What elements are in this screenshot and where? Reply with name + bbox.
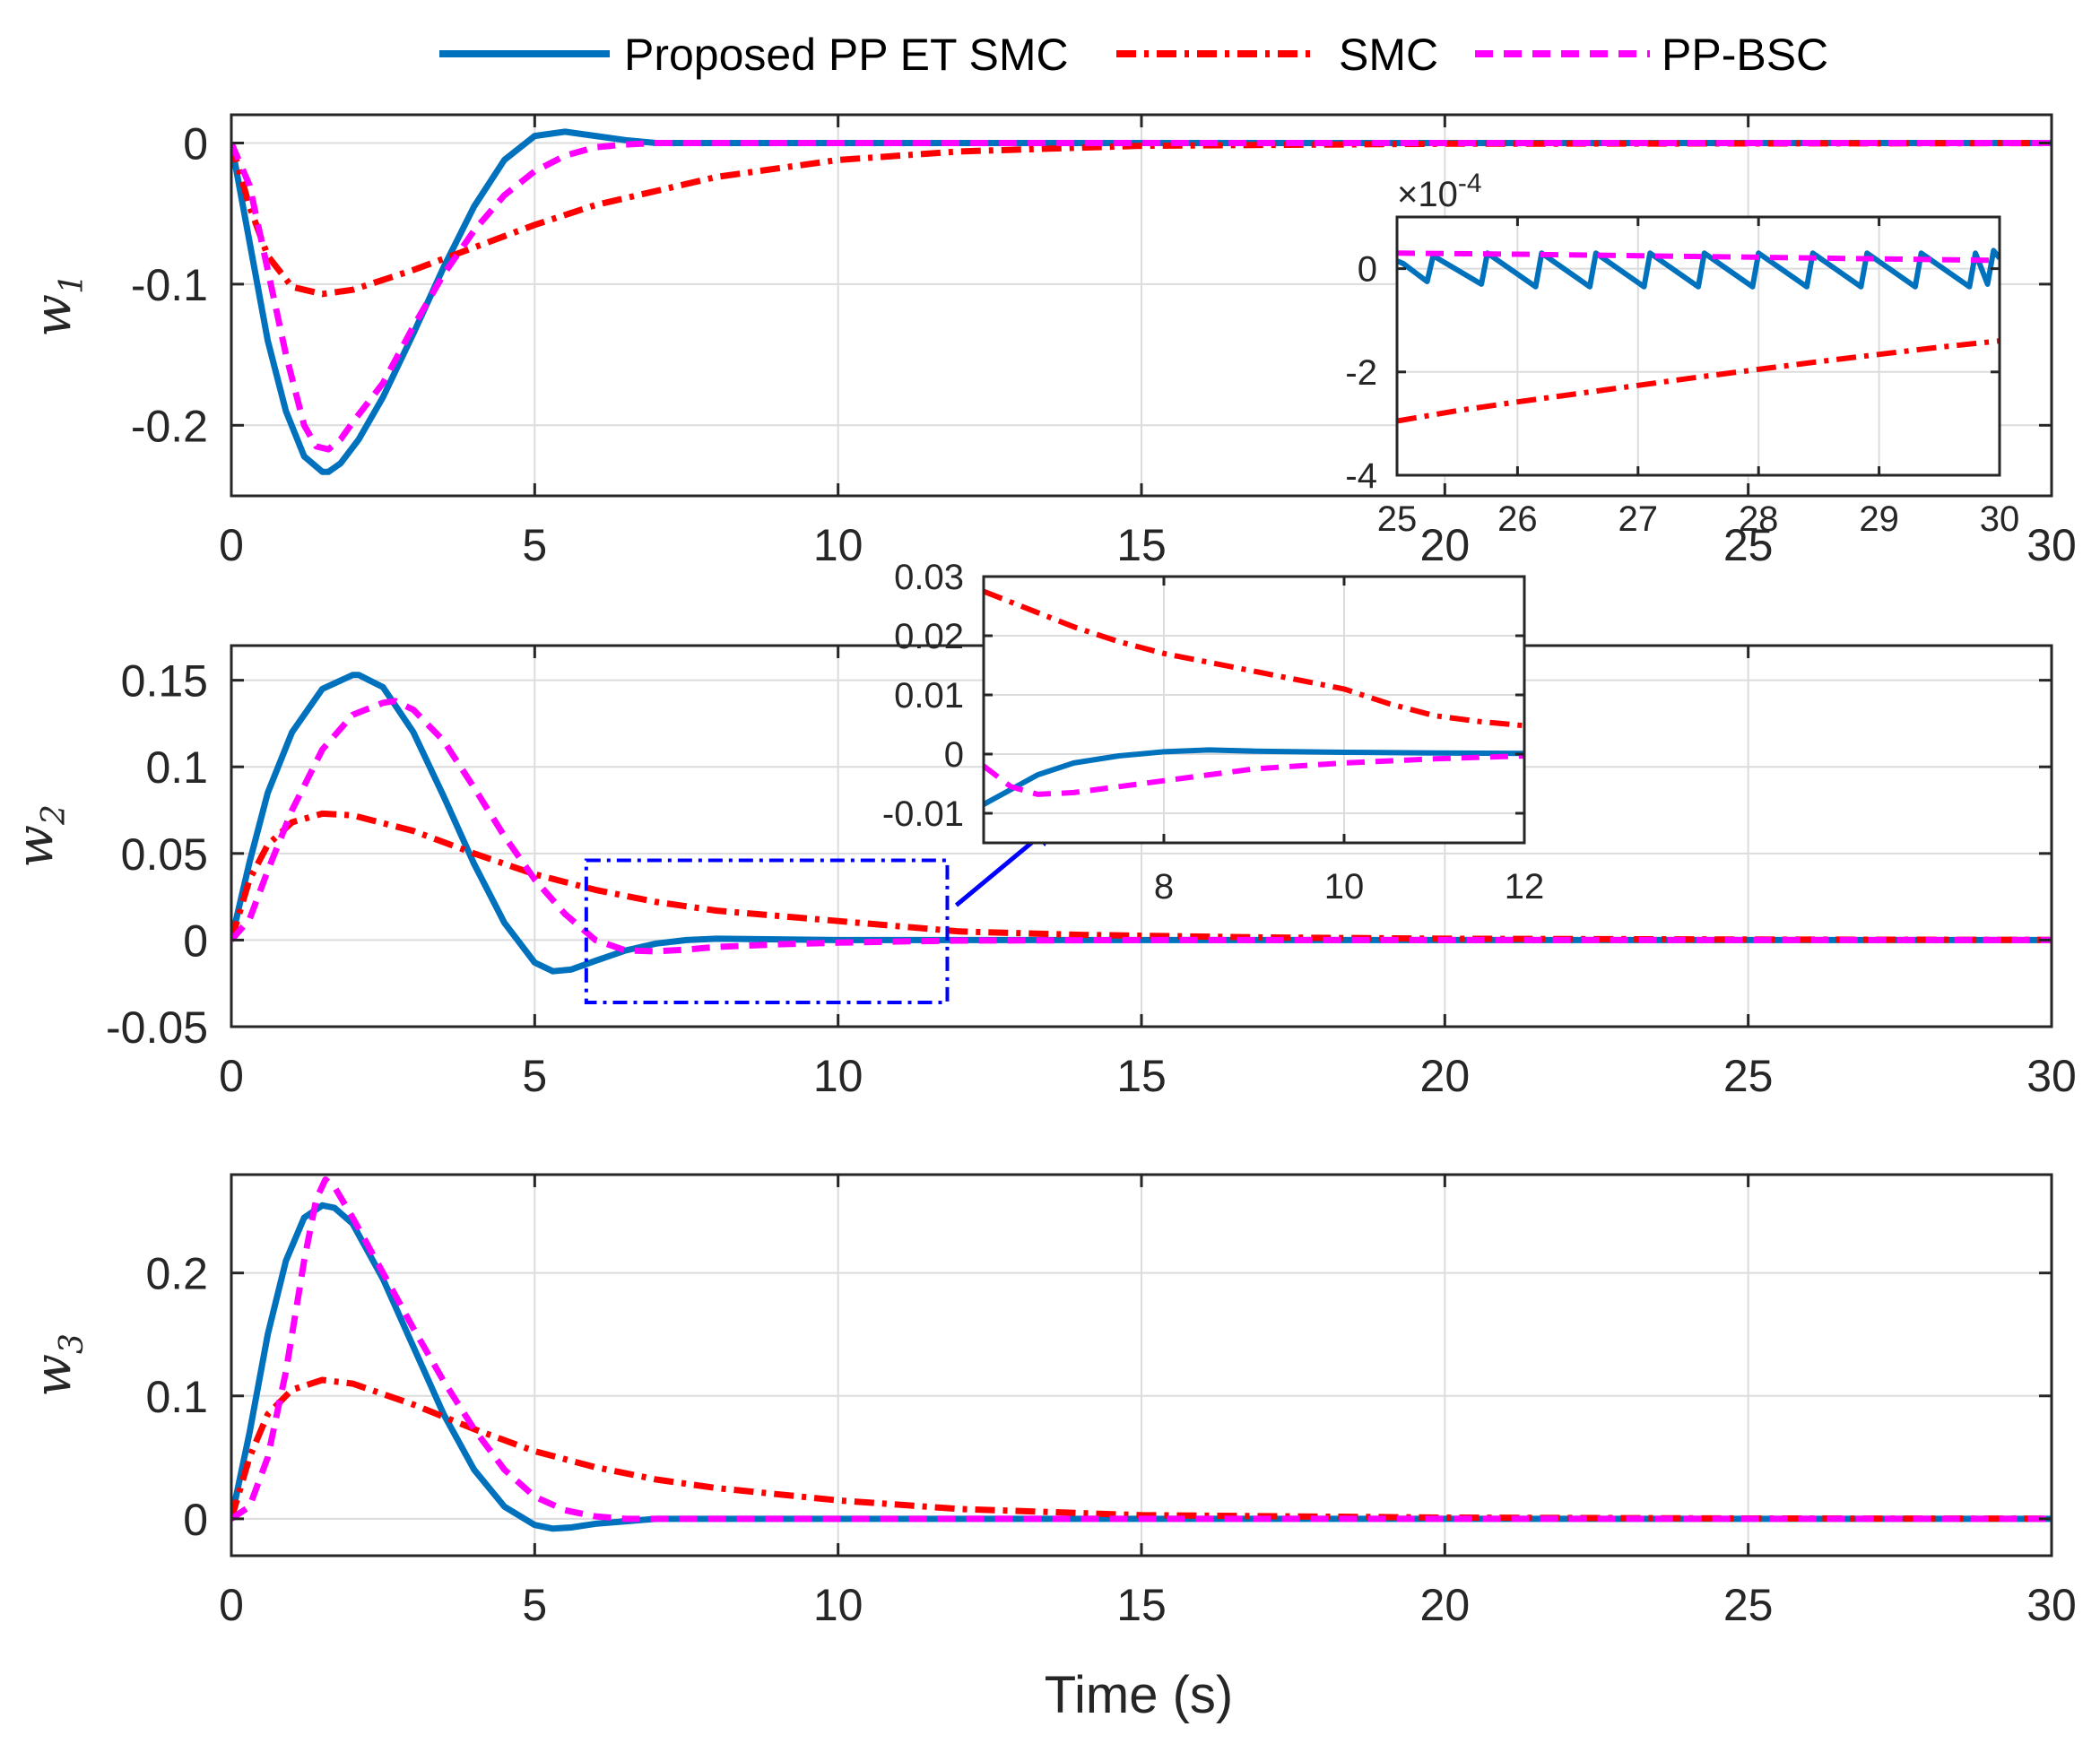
legend-label-proposed: Proposed PP ET SMC: [624, 30, 1069, 80]
series-line-ppbsc: [1397, 250, 2000, 264]
x-tick-label: 10: [813, 1580, 863, 1630]
x-tick-label: 5: [522, 1051, 547, 1101]
series-line-proposed: [231, 672, 2052, 975]
series-line-smc: [231, 140, 2052, 298]
series-line-smc: [231, 1376, 2052, 1523]
inset-exponent-base: ×10: [1397, 175, 1458, 214]
x-tick-label: 25: [1377, 499, 1418, 539]
y-tick-label: 0: [183, 118, 208, 169]
series-line-smc: [984, 588, 1524, 729]
y-axis-label: w1: [24, 273, 91, 337]
y-axis-label-symbol: w: [6, 825, 65, 868]
x-tick-label: 20: [1420, 1051, 1471, 1101]
zoom-region-box: [584, 858, 950, 1004]
y-tick-label: 0: [183, 1495, 208, 1545]
axes-frame: [982, 575, 1526, 845]
y-axis-label-symbol: w: [24, 1354, 82, 1397]
inset-exponent-label: ×10-4: [1397, 169, 1482, 214]
x-tick-label: 5: [522, 520, 547, 570]
x-tick-label: 15: [1116, 1580, 1167, 1630]
y-axis-label: w2: [6, 804, 73, 868]
legend-label-ppbsc: PP-BSC: [1662, 30, 1828, 80]
series-line-proposed: [984, 747, 1524, 807]
y-tick-label: 0.03: [894, 558, 964, 597]
x-tick-label: 12: [1505, 867, 1545, 907]
y-tick-label: 0.1: [145, 742, 208, 793]
y-tick-label: 0.1: [145, 1372, 208, 1422]
series-group: [231, 128, 2052, 475]
y-axis-label-subscript: 3: [54, 1333, 91, 1354]
x-tick-label: 10: [1324, 867, 1365, 907]
x-tick-label: 30: [2026, 1051, 2077, 1101]
y-tick-label: -2: [1345, 353, 1377, 393]
y-axis-label: w3: [24, 1333, 91, 1397]
series-line-ppbsc: [231, 1176, 2052, 1523]
series-line-ppbsc: [231, 140, 2052, 453]
x-tick-label: 8: [1154, 867, 1174, 907]
inset-w2: 8 10 12 0.03 0.02 0.01 0 -0.01: [882, 558, 1544, 907]
y-tick-label: 0: [944, 735, 964, 775]
series-line-smc: [231, 810, 2052, 943]
x-tick-label: 0: [219, 520, 244, 570]
x-axis-label: Time (s): [1045, 1666, 1233, 1724]
x-tick-label: 25: [1723, 520, 1774, 570]
x-tick-label: 28: [1739, 499, 1779, 539]
x-tick-label: 27: [1618, 499, 1659, 539]
y-tick-label: -0.01: [882, 794, 964, 834]
x-tick-label: 20: [1420, 520, 1471, 570]
x-tick-label: 5: [522, 1580, 547, 1630]
y-tick-label: 0.15: [121, 656, 208, 707]
series-line-ppbsc: [984, 753, 1524, 797]
series-group: [984, 588, 1524, 807]
y-tick-label: -0.2: [131, 401, 208, 451]
x-tick-label: 25: [1723, 1051, 1774, 1101]
legend-label-smc: SMC: [1339, 30, 1438, 80]
x-tick-label: 30: [1980, 499, 2020, 539]
y-tick-label: 0: [183, 915, 208, 966]
y-axis-label-subscript: 2: [36, 804, 73, 826]
x-tick-label: 15: [1116, 520, 1167, 570]
x-tick-label: 20: [1420, 1580, 1471, 1630]
series-group: [231, 672, 2052, 975]
y-tick-label: -4: [1345, 456, 1377, 496]
y-axis-label-subscript: 1: [54, 273, 91, 294]
y-axis-label-symbol: w: [24, 294, 82, 337]
x-tick-label: 29: [1859, 499, 1899, 539]
series-line-ppbsc: [231, 698, 2052, 955]
y-tick-label: -0.05: [106, 1002, 208, 1053]
panel-w3: 0 5 10 15 20 25 30 0.2 0.1 0 w3: [24, 1173, 2077, 1630]
plot-area: [984, 577, 1524, 843]
inset-w1: 25 26 27 28 29 300-2-4×10-4: [1345, 169, 2019, 539]
y-tick-label: 0.02: [894, 617, 964, 656]
series-line-proposed: [231, 1202, 2052, 1532]
y-tick-label: 0.2: [145, 1249, 208, 1299]
y-tick-label: -0.1: [131, 260, 208, 310]
x-tick-label: 10: [813, 1051, 863, 1101]
x-tick-label: 0: [219, 1580, 244, 1630]
x-tick-label: 0: [219, 1051, 244, 1101]
x-tick-label: 26: [1497, 499, 1538, 539]
y-tick-label: 0.01: [894, 676, 964, 716]
series-line-proposed: [1397, 247, 2000, 290]
series-group: [1397, 247, 2000, 424]
inset-exponent-power: -4: [1458, 169, 1482, 198]
series-line-proposed: [231, 128, 2052, 475]
x-tick-label: 25: [1723, 1580, 1774, 1630]
x-tick-label: 30: [2026, 1580, 2077, 1630]
axes-frame: [1395, 215, 2001, 477]
y-tick-label: 0: [1358, 250, 1377, 290]
legend: Proposed PP ET SMC SMC PP-BSC: [439, 30, 1828, 80]
x-tick-label: 15: [1116, 1051, 1167, 1101]
y-tick-label: 0.05: [121, 829, 208, 880]
x-tick-label: 10: [813, 520, 863, 570]
x-tick-label: 30: [2026, 520, 2077, 570]
series-group: [231, 1176, 2052, 1532]
